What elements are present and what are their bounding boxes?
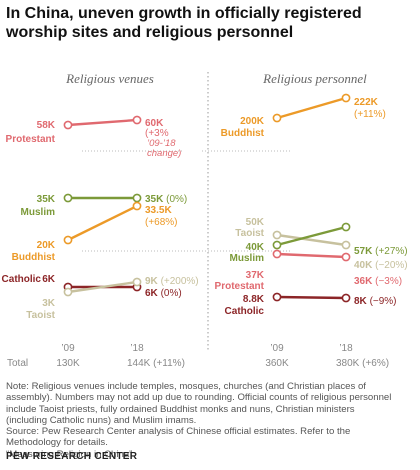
source-line: Methodology for details. [6, 437, 108, 449]
data-point [272, 113, 282, 123]
series-name-label: Buddhist [221, 128, 265, 139]
start-value-label: 50K [246, 217, 265, 228]
start-value-label: 6K [42, 274, 56, 285]
data-point [341, 222, 351, 232]
start-value-label: 37K [246, 270, 265, 281]
change-note: ’09-’18 [147, 138, 176, 149]
end-value-label: 6K (0%) [145, 288, 182, 299]
series-line [276, 295, 347, 300]
data-point [63, 193, 73, 203]
change-label: (+68%) [145, 217, 178, 228]
series-line [276, 233, 347, 247]
x-tick-label: ’18 [130, 343, 144, 354]
end-value-label: 57K (+27%) [354, 246, 408, 257]
data-point [132, 277, 142, 287]
data-point [341, 240, 351, 250]
series-name-label: Protestant [6, 134, 56, 145]
total-start: 360K [265, 358, 289, 369]
series-name-label: Muslim [21, 207, 56, 218]
series-line [276, 252, 347, 259]
note-line: Note: Religious venues include temples, … [6, 381, 366, 392]
report-title: “Measuring Religion in China” [6, 448, 133, 460]
start-value-label: 3K [42, 298, 56, 309]
series-name-label: Buddhist [12, 252, 56, 263]
data-point [63, 120, 73, 130]
data-point [341, 252, 351, 262]
data-point [63, 235, 73, 245]
x-tick-label: ’18 [339, 343, 353, 354]
chart-area: Religious venues ’09 ’18 Total 130K 144K (+11… [2, 71, 408, 369]
start-value-label: 58K [37, 120, 56, 131]
chart-notes: Note: Religious venues include temples, … [6, 381, 414, 460]
change-label: (+3% [145, 128, 169, 139]
end-value-label: 60K [145, 118, 164, 129]
start-value-label: 200K [240, 116, 265, 127]
end-value-label: 35K (0%) [145, 194, 187, 205]
data-point [341, 293, 351, 303]
series-name-label: Taoist [26, 310, 55, 321]
end-value-label: 33.5K [145, 205, 172, 216]
data-point [132, 193, 142, 203]
note-line: include Taoist priests, fully ordained B… [6, 403, 355, 415]
total-start: 130K [56, 358, 80, 369]
series-name-label: Catholic [2, 274, 42, 285]
x-tick-label: ’09 [270, 343, 284, 354]
panel-title: Religious personnel [262, 71, 367, 86]
start-value-label: 35K [37, 194, 56, 205]
series-name-label: Catholic [225, 306, 265, 317]
data-point [132, 115, 142, 125]
panel-title: Religious venues [65, 71, 154, 86]
series-line [67, 280, 138, 294]
note-line: (including Catholic nuns) and Muslim ima… [6, 414, 197, 426]
data-point [272, 292, 282, 302]
chart-title: In China, uneven growth in officially re… [6, 5, 362, 41]
data-point [272, 230, 282, 240]
end-value-label: 40K (−20%) [354, 260, 408, 271]
data-point [272, 249, 282, 259]
organization-name: PEW RESEARCH CENTER [6, 451, 138, 462]
change-note: change) [147, 148, 181, 159]
end-value-label: 36K (−3%) [354, 276, 402, 287]
series-line [67, 204, 138, 242]
total-end: 380K (+6%) [336, 358, 389, 369]
series-name-label: Taoist [235, 228, 264, 239]
data-point [63, 287, 73, 297]
start-value-label: 20K [37, 240, 56, 251]
total-label: Total [7, 358, 28, 369]
start-value-label: 8.8K [243, 294, 265, 305]
series-line [276, 225, 347, 247]
total-end: 144K (+11%) [127, 358, 185, 369]
data-point [272, 240, 282, 250]
data-point [132, 201, 142, 211]
series-name-label: Protestant [215, 281, 265, 292]
note-line: assembly). Numbers may not add up due to… [6, 392, 392, 404]
change-label: (+11%) [354, 109, 386, 120]
x-tick-label: ’09 [61, 343, 75, 354]
series-line [276, 96, 347, 120]
series-line [67, 118, 138, 127]
end-value-label: 9K (+200%) [145, 276, 199, 287]
source-line: Source: Pew Research Center analysis of … [6, 426, 351, 438]
end-value-label: 8K (−9%) [354, 296, 397, 307]
start-value-label: 40K [246, 242, 265, 253]
end-value-label: 222K [354, 97, 379, 108]
series-name-label: Muslim [230, 253, 265, 264]
data-point [341, 93, 351, 103]
